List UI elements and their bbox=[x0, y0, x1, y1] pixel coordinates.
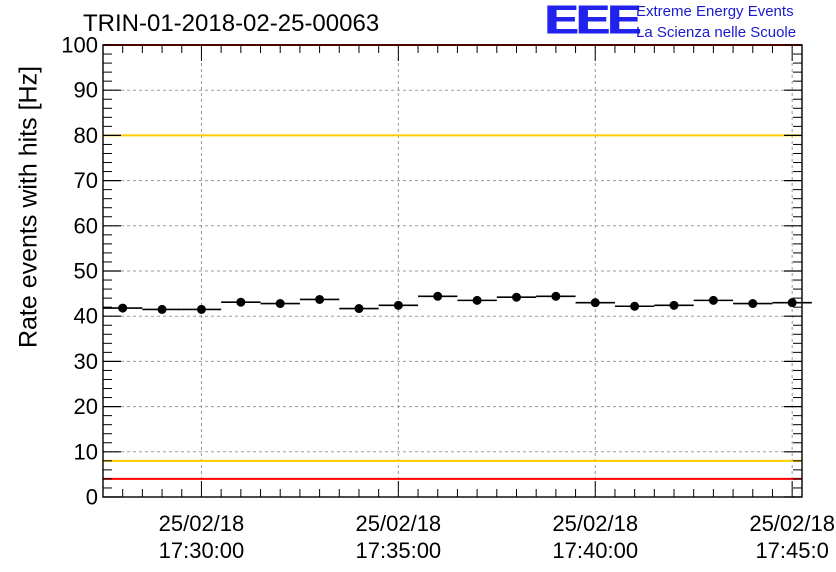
data-point bbox=[630, 301, 640, 311]
chart-title: TRIN-01-2018-02-25-00063 bbox=[83, 10, 380, 37]
data-point bbox=[590, 298, 600, 308]
reference-lines bbox=[103, 44, 802, 480]
x-tick-label-time: 17:30:00 bbox=[159, 538, 245, 563]
x-tick-label-date: 25/02/18 bbox=[159, 511, 245, 536]
grid-lines bbox=[103, 45, 802, 497]
data-point bbox=[354, 304, 364, 314]
eee-logo: EEE Extreme Energy Events La Scienza nel… bbox=[544, 0, 836, 46]
y-tick-label: 0 bbox=[86, 485, 98, 510]
y-tick-label: 20 bbox=[74, 394, 98, 419]
logo-line-1: Extreme Energy Events bbox=[636, 3, 794, 20]
x-tick-label-date: 25/02/18 bbox=[356, 511, 442, 536]
data-point bbox=[118, 303, 128, 313]
data-point bbox=[669, 300, 679, 310]
y-tick-label: 100 bbox=[61, 33, 98, 58]
data-point bbox=[393, 300, 403, 310]
x-tick-label-time: 17:35:00 bbox=[356, 538, 442, 563]
y-tick-label: 80 bbox=[74, 123, 98, 148]
data-point bbox=[708, 295, 718, 305]
x-tick-label-time: 17:40:00 bbox=[552, 538, 638, 563]
y-tick-label: 50 bbox=[74, 259, 98, 284]
y-tick-label: 30 bbox=[74, 349, 98, 374]
y-tick-label: 40 bbox=[74, 304, 98, 329]
data-point bbox=[196, 304, 206, 314]
data-points bbox=[103, 291, 812, 314]
data-point bbox=[748, 299, 758, 309]
data-point bbox=[472, 295, 482, 305]
x-tick-label-date: 25/02/18 bbox=[552, 511, 638, 536]
data-point bbox=[787, 298, 797, 308]
data-point bbox=[511, 292, 521, 302]
x-tick-label-time: 17:45:0 bbox=[755, 538, 828, 563]
data-point bbox=[433, 291, 443, 301]
data-point bbox=[236, 297, 246, 307]
eee-logo-mark: EEE bbox=[544, 0, 640, 43]
data-point bbox=[157, 304, 167, 314]
data-point bbox=[315, 294, 325, 304]
y-tick-label: 10 bbox=[74, 439, 98, 464]
logo-line-2: La Scienza nelle Scuole bbox=[636, 24, 797, 41]
y-tick-label: 90 bbox=[74, 78, 98, 103]
y-axis-label: Rate events with hits [Hz] bbox=[15, 66, 43, 348]
y-tick-label: 70 bbox=[74, 168, 98, 193]
data-point bbox=[551, 291, 561, 301]
data-point bbox=[275, 299, 285, 309]
x-tick-label-date: 25/02/18 bbox=[749, 511, 835, 536]
y-tick-label: 60 bbox=[74, 213, 98, 238]
axis-ticks: 010203040506070809010025/02/1817:30:0025… bbox=[61, 33, 835, 564]
